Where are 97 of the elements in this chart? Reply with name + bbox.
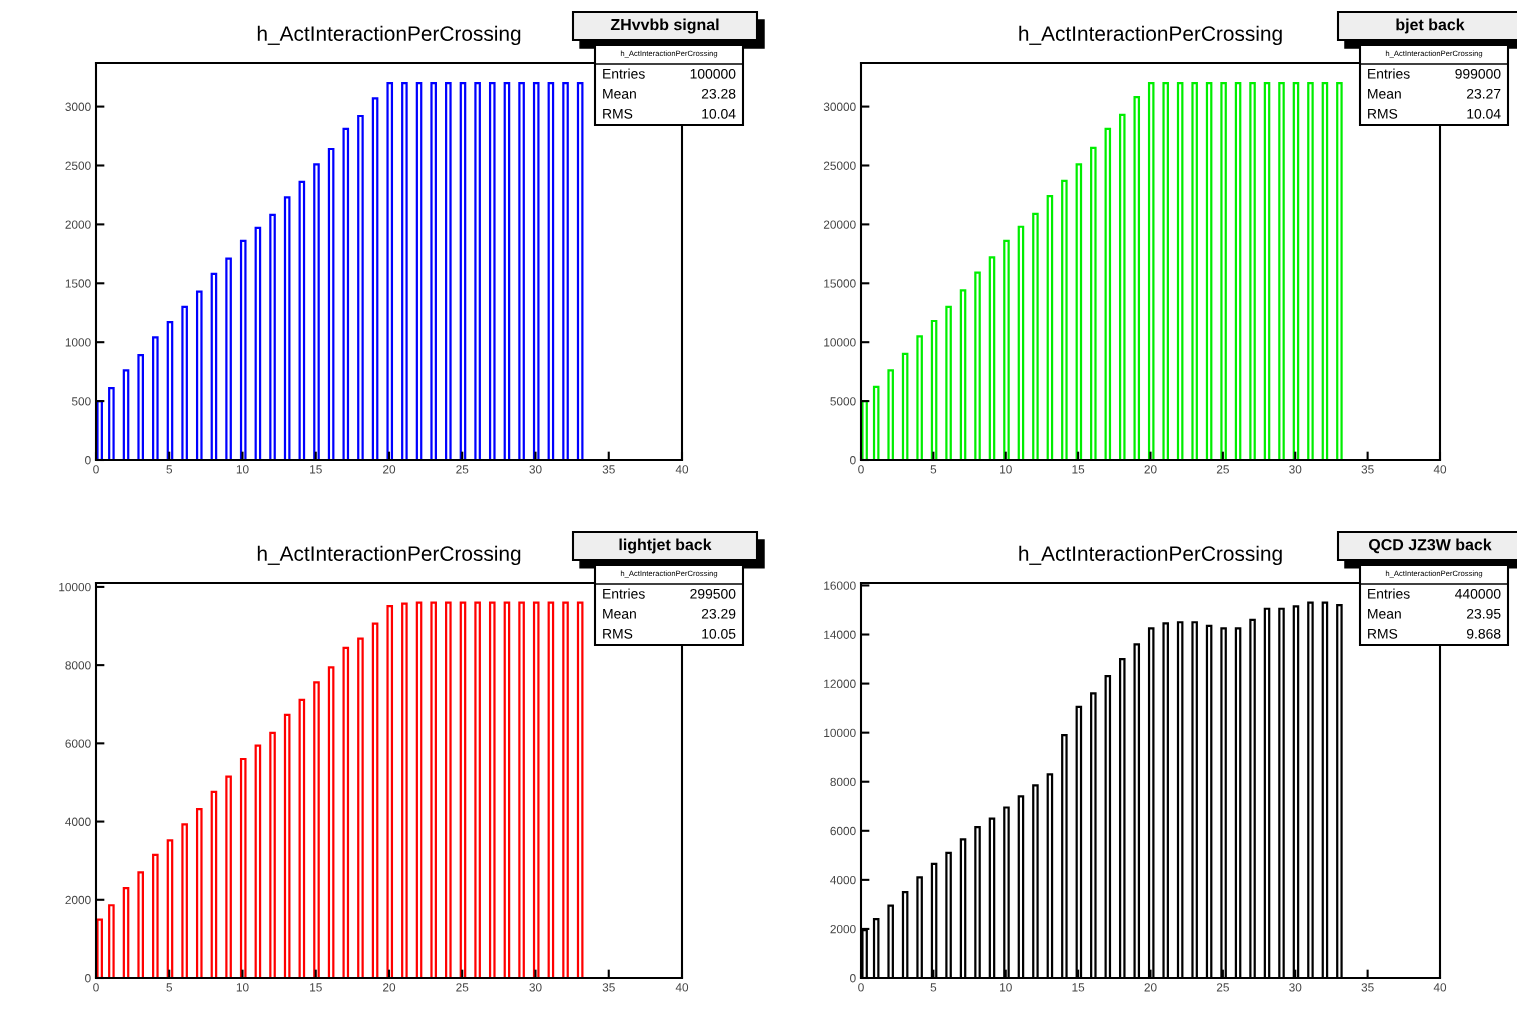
x-tick-label: 35 bbox=[602, 465, 615, 474]
x-tick-label: 30 bbox=[1289, 983, 1302, 992]
text: 23.95 bbox=[1467, 608, 1501, 619]
y-tick-label: 1000 bbox=[65, 338, 91, 347]
y-tick-label: 8000 bbox=[65, 661, 91, 670]
y-tick-label: 25000 bbox=[823, 161, 856, 170]
chart-title: h_ActInteractionPerCrossing bbox=[1019, 25, 1282, 46]
x-tick-label: 40 bbox=[675, 983, 689, 992]
text: 440000 bbox=[1455, 588, 1501, 599]
x-tick-label: 35 bbox=[1361, 465, 1374, 474]
x-tick-label: 25 bbox=[456, 465, 469, 474]
y-tick-label: 2000 bbox=[830, 924, 856, 934]
annotation: RMS bbox=[603, 108, 633, 119]
chart-title: h_ActInteractionPerCrossing bbox=[1019, 545, 1282, 566]
annotation: Entries bbox=[603, 588, 645, 599]
y-tick-label: 1500 bbox=[65, 279, 91, 288]
text: ZHvvbb signal bbox=[610, 18, 719, 34]
y-tick-label: 16000 bbox=[824, 581, 856, 590]
y-tick-label: 0 bbox=[850, 456, 856, 465]
y-tick-label: 6000 bbox=[830, 826, 856, 836]
y-tick-label: 0 bbox=[85, 456, 91, 465]
x-tick-label: 0 bbox=[858, 465, 864, 474]
text: 23.28 bbox=[701, 88, 736, 99]
text: 999000 bbox=[1455, 68, 1501, 79]
annotation: Entries bbox=[603, 68, 645, 79]
x-tick-label: 30 bbox=[529, 983, 542, 992]
annotation: RMS bbox=[1368, 108, 1398, 119]
x-tick-label: 20 bbox=[1144, 983, 1157, 992]
x-tick-label: 10 bbox=[1000, 465, 1012, 474]
y-tick-label: 14000 bbox=[824, 630, 856, 639]
text: 10.04 bbox=[702, 108, 736, 119]
annotation: Mean bbox=[603, 89, 636, 99]
text: 23.27 bbox=[1467, 88, 1501, 99]
x-tick-label: 15 bbox=[310, 983, 322, 992]
text: 9.868 bbox=[1466, 628, 1501, 639]
text: QCD JZ3W back bbox=[1368, 538, 1492, 554]
annotation: RMS bbox=[1368, 628, 1398, 639]
x-tick-label: 25 bbox=[456, 983, 469, 992]
annotation: Entries bbox=[1368, 588, 1410, 599]
x-tick-label: 10 bbox=[236, 465, 249, 474]
text: 100000 bbox=[690, 68, 736, 79]
x-tick-label: 30 bbox=[1289, 465, 1302, 474]
x-tick-label: 25 bbox=[1216, 465, 1229, 474]
text: 10.04 bbox=[1467, 108, 1501, 119]
x-tick-label: 10 bbox=[1000, 983, 1012, 992]
y-tick-label: 2000 bbox=[65, 220, 91, 229]
y-tick-label: 8000 bbox=[830, 777, 856, 787]
x-tick-label: 25 bbox=[1216, 983, 1229, 992]
x-tick-label: 30 bbox=[529, 465, 542, 474]
x-tick-label: 0 bbox=[93, 465, 99, 474]
y-tick-label: 5000 bbox=[830, 397, 856, 406]
x-tick-label: 5 bbox=[930, 465, 937, 474]
y-tick-label: 12000 bbox=[824, 679, 856, 688]
text: 299500 bbox=[690, 588, 736, 599]
chart-title: h_ActInteractionPerCrossing bbox=[257, 25, 521, 46]
annotation: Mean bbox=[603, 609, 636, 619]
annotation: RMS bbox=[603, 628, 633, 639]
x-tick-label: 5 bbox=[166, 983, 173, 992]
chart-title: h_ActInteractionPerCrossing bbox=[257, 545, 521, 566]
x-tick-label: 0 bbox=[93, 983, 99, 992]
y-tick-label: 20000 bbox=[823, 220, 856, 229]
y-tick-label: 0 bbox=[85, 974, 91, 983]
y-tick-label: 4000 bbox=[830, 875, 856, 885]
x-tick-label: 15 bbox=[1072, 465, 1085, 474]
y-tick-label: 0 bbox=[850, 974, 856, 983]
x-tick-label: 15 bbox=[310, 465, 322, 474]
x-tick-label: 40 bbox=[1433, 983, 1447, 992]
y-tick-label: 10000 bbox=[824, 338, 856, 347]
x-tick-label: 15 bbox=[1072, 983, 1085, 992]
x-tick-label: 40 bbox=[675, 465, 689, 474]
annotation: Entries bbox=[1368, 68, 1410, 79]
y-tick-label: 6000 bbox=[65, 739, 91, 748]
annotation: Mean bbox=[1368, 89, 1401, 99]
x-tick-label: 5 bbox=[930, 983, 937, 992]
x-tick-label: 5 bbox=[166, 465, 173, 474]
y-tick-label: 15000 bbox=[824, 279, 856, 288]
text: bjet back bbox=[1396, 18, 1465, 34]
x-tick-label: 20 bbox=[1144, 465, 1157, 474]
y-tick-label: 3000 bbox=[65, 102, 91, 111]
x-tick-label: 0 bbox=[858, 983, 864, 992]
y-tick-label: 2500 bbox=[65, 161, 91, 170]
annotation: Mean bbox=[1368, 609, 1401, 619]
x-tick-label: 20 bbox=[383, 465, 396, 474]
y-tick-label: 10000 bbox=[824, 728, 856, 738]
x-tick-label: 20 bbox=[383, 983, 396, 992]
text: 23.29 bbox=[701, 608, 736, 619]
text: 10.05 bbox=[702, 628, 736, 639]
y-tick-label: 4000 bbox=[65, 817, 91, 826]
x-tick-label: 10 bbox=[236, 983, 249, 992]
y-tick-label: 500 bbox=[71, 397, 91, 406]
x-tick-label: 35 bbox=[602, 983, 615, 992]
x-tick-label: 40 bbox=[1433, 465, 1447, 474]
x-tick-label: 35 bbox=[1361, 983, 1374, 992]
y-tick-label: 2000 bbox=[65, 895, 91, 905]
text: lightjet back bbox=[619, 538, 712, 554]
y-tick-label: 30000 bbox=[823, 102, 856, 111]
y-tick-label: 10000 bbox=[59, 582, 91, 592]
